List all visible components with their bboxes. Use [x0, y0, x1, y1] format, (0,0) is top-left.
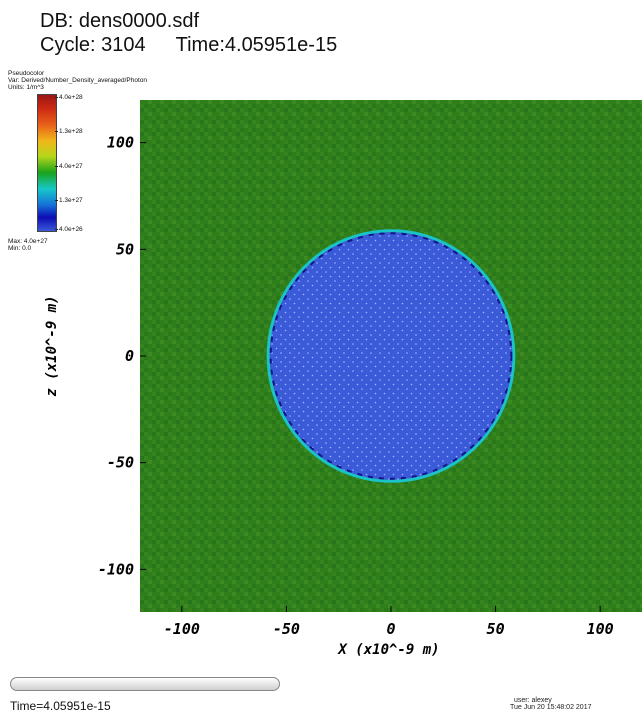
disk-edge-cyan	[266, 229, 516, 483]
render-timestamp: Tue Jun 20 15:48:02 2017	[510, 704, 592, 711]
y-tick-label: -50	[107, 454, 134, 472]
y-tick-label: -100	[98, 560, 134, 578]
user-name: user: alexey	[514, 697, 552, 704]
y-tick-label: 100	[107, 134, 134, 152]
cycle-time-line: Cycle: 3104 Time:4.05951e-15	[40, 34, 337, 56]
legend-min: Min: 0.0	[8, 245, 32, 252]
colorbar-tick-label: 4.0e+26	[55, 226, 83, 233]
y-tick-label: 0	[125, 347, 134, 365]
colorbar-tick-label: 4.0e+28	[55, 94, 83, 101]
x-tick-label: 0	[386, 620, 395, 638]
colorbar-tick-label: 4.0e+27	[55, 163, 83, 170]
time-slider[interactable]	[10, 677, 280, 691]
x-axis-label: X (x10^-9 m)	[337, 642, 439, 658]
colorbar	[37, 94, 57, 232]
disk-texture	[269, 232, 513, 480]
x-tick-label: -100	[164, 620, 200, 638]
disk-edge-dark	[269, 232, 513, 480]
legend-max: Max: 4.0e+27	[8, 238, 48, 245]
cycle-label: Cycle: 3104	[40, 34, 146, 56]
legend-units: Units: 1/m^3	[8, 84, 44, 91]
legend-variable: Var: Derived/Number_Density_averaged/Pho…	[8, 77, 147, 84]
time-label: Time:4.05951e-15	[175, 34, 338, 56]
x-tick-label: 100	[587, 620, 614, 638]
x-tick-label: -50	[273, 620, 300, 638]
database-name: DB: dens0000.sdf	[40, 10, 199, 32]
y-axis-label: z (x10^-9 m)	[44, 295, 60, 396]
colorbar-tick-label: 1.3e+28	[55, 128, 83, 135]
time-slider-label: Time=4.05951e-15	[10, 699, 111, 713]
x-tick-label: 50	[487, 620, 505, 638]
y-tick-label: 50	[116, 240, 134, 258]
colorbar-tick-label: 1.3e+27	[55, 197, 83, 204]
legend-plot-type: Pseudocolor	[8, 70, 45, 77]
